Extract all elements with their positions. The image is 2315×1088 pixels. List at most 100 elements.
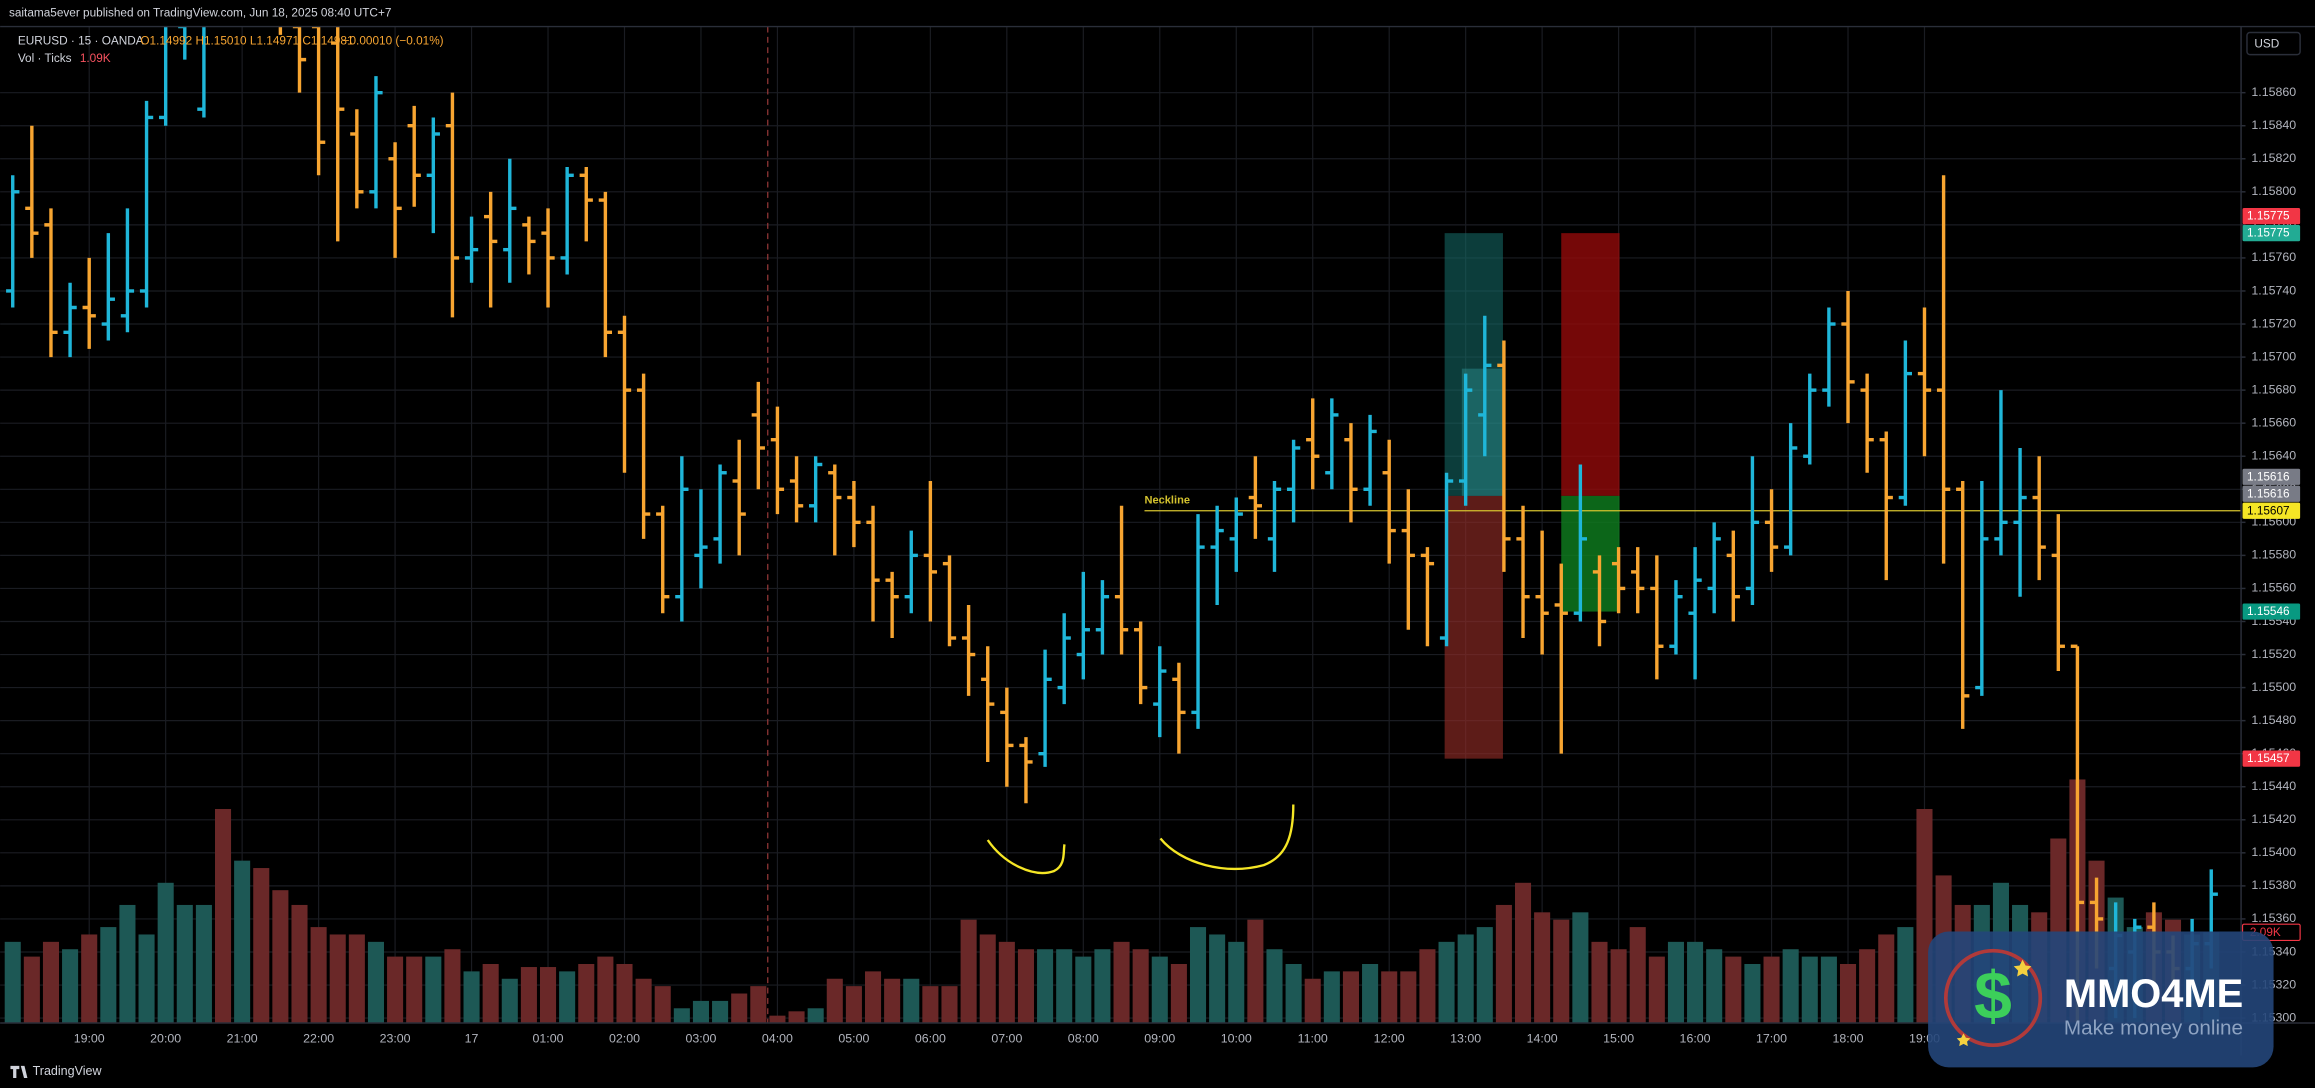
volume-bar [1075,956,1092,1024]
price-label-box [2242,750,2301,767]
y-tick-label: 1.15420 [2251,812,2296,826]
x-tick-label: 01:00 [533,1032,564,1046]
ohlc-bar [694,489,708,589]
volume-value: 1.09K [80,51,111,65]
volume-bar [1094,949,1111,1024]
volume-bar [826,978,843,1024]
ohlc-bar [1191,514,1205,729]
volume-bar [272,890,289,1024]
ohlc-bar [1267,481,1282,572]
ohlc-bar [1325,398,1339,490]
ohlc-bar [1076,571,1090,680]
volume-bar [1687,941,1704,1024]
volume-bar [1553,919,1570,1024]
y-tick-label: 1.15520 [2251,647,2296,661]
ohlc-bar [942,555,957,647]
volume-bar [616,963,633,1024]
volume-bar [1323,971,1340,1024]
volume-bar [654,986,671,1024]
ohlc-bar [675,456,689,622]
ohlc-bar [1860,373,1874,473]
volume-bar [884,978,901,1024]
x-tick-label: 13:00 [1450,1032,1481,1046]
x-tick-label: 12:00 [1374,1032,1405,1046]
ohlc-bar [1286,439,1301,523]
ohlc-bar [63,282,77,358]
price-label-text: 1.15616 [2247,469,2290,483]
price-label: 1.15616 [2242,468,2301,485]
ohlc-bar [1956,481,1970,729]
ohlc-bar [350,109,364,209]
price-label: 1.15775 [2242,225,2301,242]
ohlc-bar [1669,580,1683,655]
ohlc-bar [1363,414,1377,506]
volume-bar [1782,949,1799,1024]
volume-bar [1438,941,1455,1024]
ohlc-bar [1611,547,1626,614]
watermark-star [2013,959,2032,977]
watermark-title: MMO4ME [2064,972,2243,1016]
volume-bar [903,978,920,1024]
ohlc-bar [2013,447,2027,597]
ohlc-bar [1038,649,1052,767]
volume-bar [1744,963,1761,1024]
ohlc-bar [503,158,517,283]
x-tick-label: 05:00 [838,1032,869,1046]
volume-bar [1266,949,1283,1024]
ohlc-bar [369,76,383,209]
volume-bar [1897,927,1914,1024]
x-tick-label: 18:00 [1833,1032,1864,1046]
volume-bar [1667,941,1684,1024]
price-label-box [2242,603,2301,620]
volume-bar [425,956,442,1024]
ohlc-bar [789,456,804,523]
volume-bar [62,949,79,1024]
tradingview-logo [10,1065,28,1078]
ohlc-bar [1784,423,1798,556]
currency-box[interactable] [2246,31,2301,56]
ohlc-bar [1344,423,1358,523]
volume-bar [1878,934,1895,1024]
x-tick-label: 20:00 [150,1032,181,1046]
volume-bar [157,882,174,1024]
volume-bar [864,971,882,1024]
ohlc-bar [1803,373,1817,465]
ohlc-bar [1210,505,1224,605]
ohlc-bar [1172,662,1186,754]
x-tick-label: 19:00 [74,1032,105,1046]
volume-bar [1839,963,1857,1024]
x-tick-label: 14:00 [1527,1032,1558,1046]
ohlc-bar [1592,555,1607,647]
ohlc-bar [1745,456,1760,605]
ohlc-bar [1994,390,2008,556]
price-label-box [2242,208,2301,225]
volume-bar [845,986,862,1024]
x-tick-label: 21:00 [227,1032,258,1046]
ohlc-bar [847,481,861,548]
volume-bar [214,808,232,1024]
volume-bar [1706,949,1723,1024]
ohlc-bar [1057,613,1071,705]
volume-bar [253,868,270,1024]
x-tick-label: 07:00 [991,1032,1022,1046]
price-label-box [2242,502,2301,519]
position-zone [1561,233,1620,496]
volume-bar [1132,949,1149,1024]
volume-bar [769,1015,786,1024]
volume-bar [520,967,537,1024]
ohlc-bar [1936,175,1951,564]
price-label-box [2242,225,2301,242]
volume-bar [731,993,748,1024]
ohlc-bar [82,257,96,349]
ohlc-bar [1382,439,1396,564]
volume-bar [310,927,327,1024]
x-tick-label: 23:00 [380,1032,411,1046]
volume-bar [1763,956,1780,1024]
ohlc-bar [407,105,421,207]
y-tick-label: 1.15640 [2251,449,2296,463]
price-label-text: 1.15775 [2247,226,2290,240]
ohlc-bar [101,233,115,341]
currency[interactable]: USD [2254,36,2279,50]
volume-bar [807,1008,824,1024]
